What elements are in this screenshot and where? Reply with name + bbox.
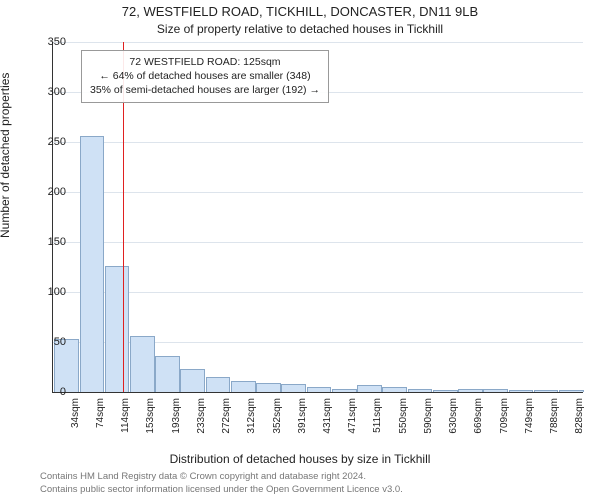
- plot-area: 34sqm74sqm114sqm153sqm193sqm233sqm272sqm…: [52, 42, 583, 393]
- histogram-bar: [357, 385, 382, 392]
- gridline: [53, 42, 583, 43]
- footnote-line2: Contains public sector information licen…: [40, 484, 403, 496]
- footnote-line1: Contains HM Land Registry data © Crown c…: [40, 471, 403, 483]
- histogram-bar: [509, 390, 534, 392]
- histogram-bar: [206, 377, 231, 392]
- y-tick-label: 150: [26, 236, 66, 248]
- y-tick-label: 100: [26, 286, 66, 298]
- gridline: [53, 292, 583, 293]
- histogram-bar: [332, 389, 357, 392]
- histogram-bar: [382, 387, 407, 392]
- footnote: Contains HM Land Registry data © Crown c…: [40, 471, 403, 496]
- y-tick-label: 50: [26, 336, 66, 348]
- gridline: [53, 142, 583, 143]
- x-axis-label: Distribution of detached houses by size …: [0, 452, 600, 466]
- histogram-bar: [130, 336, 155, 392]
- histogram-bar: [307, 387, 332, 392]
- y-tick-label: 0: [26, 386, 66, 398]
- histogram-bar: [483, 389, 508, 392]
- annotation-line1: 72 WESTFIELD ROAD: 125sqm: [90, 55, 320, 69]
- y-tick-label: 350: [26, 36, 66, 48]
- y-tick-label: 300: [26, 86, 66, 98]
- histogram-bar: [408, 389, 433, 392]
- histogram-bar: [559, 390, 584, 392]
- y-tick-label: 250: [26, 136, 66, 148]
- gridline: [53, 192, 583, 193]
- annotation-box: 72 WESTFIELD ROAD: 125sqm ← 64% of detac…: [81, 50, 329, 103]
- histogram-bar: [155, 356, 180, 392]
- histogram-bar: [534, 390, 559, 392]
- histogram-bar: [231, 381, 256, 392]
- annotation-line2: ← 64% of detached houses are smaller (34…: [90, 69, 320, 83]
- gridline: [53, 242, 583, 243]
- histogram-bar: [458, 389, 483, 392]
- chart-container: 72, WESTFIELD ROAD, TICKHILL, DONCASTER,…: [0, 0, 600, 500]
- chart-subtitle: Size of property relative to detached ho…: [0, 22, 600, 36]
- histogram-bar: [256, 383, 281, 392]
- chart-title: 72, WESTFIELD ROAD, TICKHILL, DONCASTER,…: [0, 4, 600, 19]
- histogram-bar: [180, 369, 205, 392]
- histogram-bar: [105, 266, 130, 392]
- y-axis-label: Number of detached properties: [0, 73, 12, 238]
- histogram-bar: [281, 384, 306, 392]
- annotation-line3: 35% of semi-detached houses are larger (…: [90, 83, 320, 97]
- histogram-bar: [433, 390, 458, 392]
- histogram-bar: [80, 136, 105, 392]
- y-tick-label: 200: [26, 186, 66, 198]
